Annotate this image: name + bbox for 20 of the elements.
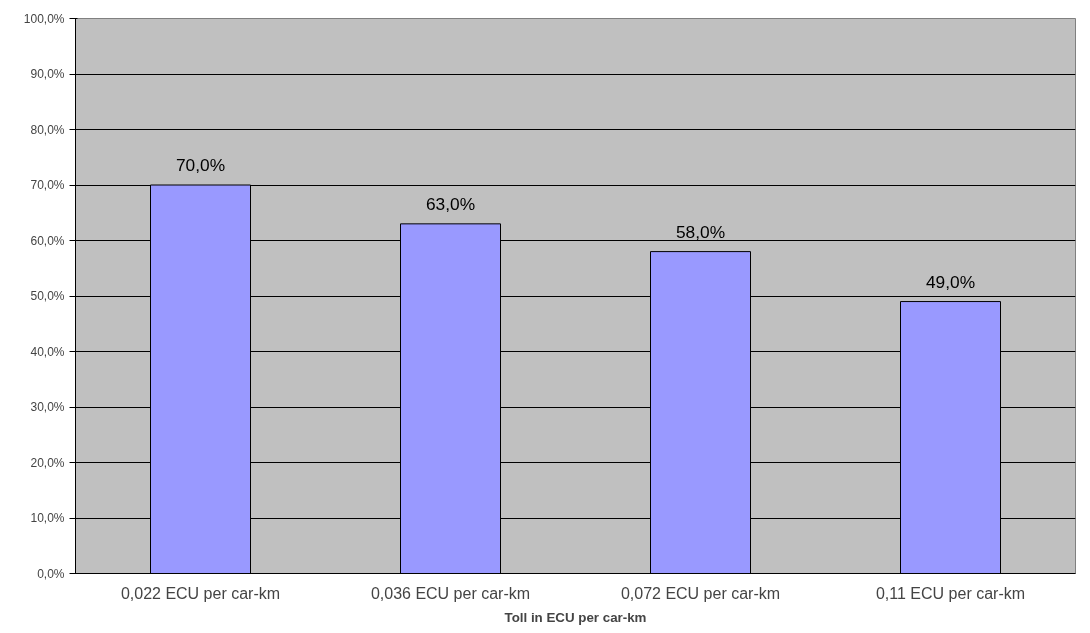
y-tick-label: 0,0%	[37, 566, 65, 581]
y-tick-label: 10,0%	[30, 511, 65, 525]
y-tick-label: 50,0%	[30, 289, 65, 303]
x-tick-label: 0,11 ECU per car-km	[875, 584, 1026, 602]
y-tick-label: 90,0%	[30, 67, 65, 81]
x-tick-label: 0,072 ECU per car-km	[620, 584, 781, 602]
data-label: 58,0%	[675, 221, 726, 242]
x-tick-label: 0,036 ECU per car-km	[370, 584, 531, 602]
y-tick-label: 80,0%	[30, 122, 65, 137]
data-label: 49,0%	[925, 271, 976, 292]
y-tick-label: 100,0%	[23, 11, 65, 26]
y-tick-label: 40,0%	[30, 344, 65, 359]
y-tick-label: 30,0%	[30, 400, 65, 414]
y-tick-label: 60,0%	[30, 233, 65, 248]
data-label: 63,0%	[425, 193, 476, 214]
x-axis-title: Toll in ECU per car-km	[504, 609, 647, 625]
y-tick-label: 20,0%	[30, 455, 65, 470]
y-tick-label: 70,0%	[30, 178, 65, 192]
x-tick-label: 0,022 ECU per car-km	[120, 584, 281, 602]
data-label: 70,0%	[175, 155, 226, 175]
